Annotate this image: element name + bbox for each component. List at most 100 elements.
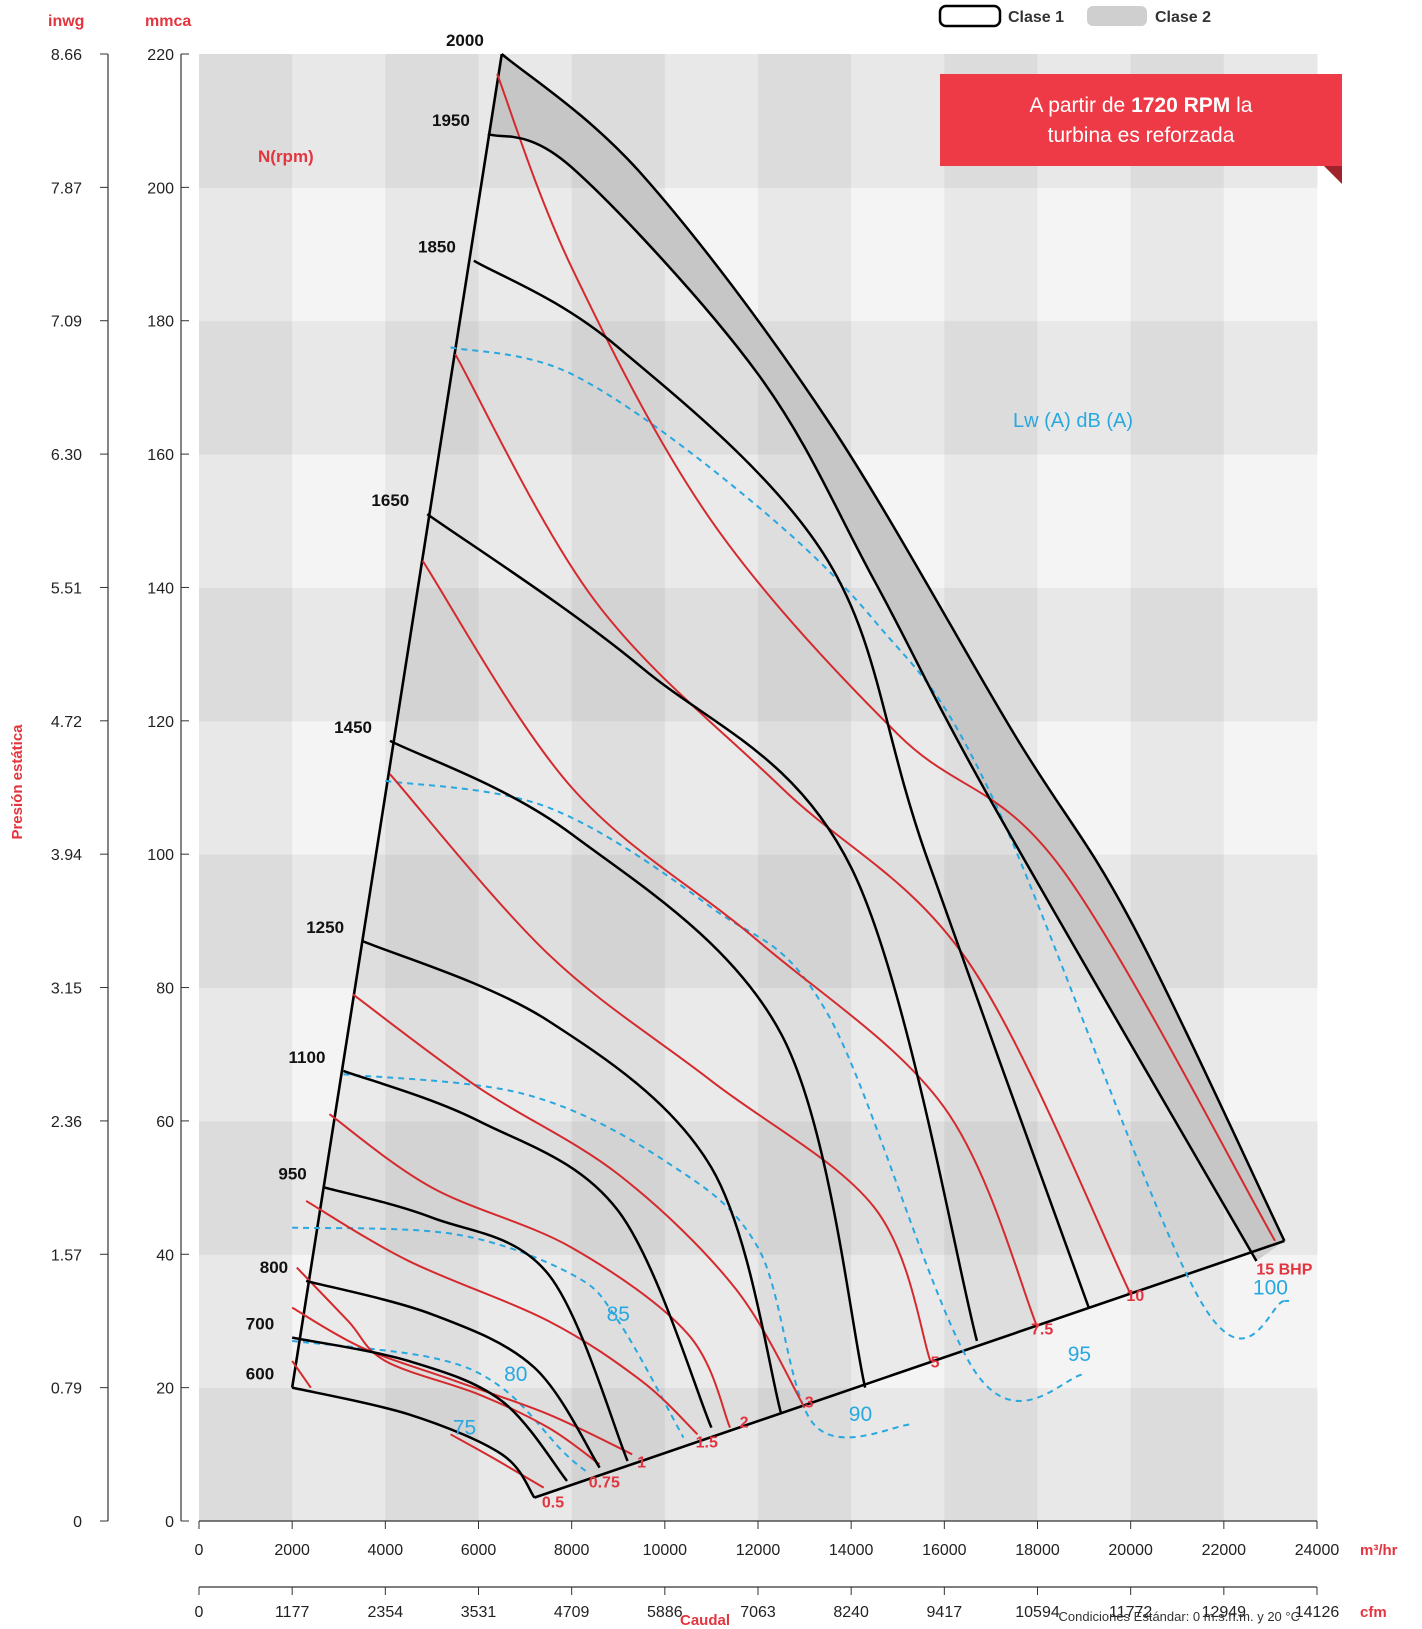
grid-cell: [1037, 1120, 1132, 1255]
grid-cell: [571, 1120, 666, 1255]
x-tick-label-cfm: 4709: [554, 1604, 590, 1621]
grid-cell: [478, 587, 573, 722]
rpm-label-1650: 1650: [371, 491, 409, 510]
grid-cell: [944, 1254, 1038, 1389]
grid-cell: [571, 587, 666, 722]
grid-cell: [664, 587, 759, 722]
power-label-15-bhp: 15 BHP: [1256, 1261, 1312, 1278]
power-label-3: 3: [805, 1395, 814, 1412]
power-curve-15-bhp: [496, 73, 1276, 1242]
grid-cell: [199, 54, 293, 188]
grid-cell: [1223, 187, 1318, 322]
x-tick-label-cfm: 8240: [833, 1604, 869, 1621]
rpm-label: N(rpm): [258, 147, 314, 166]
x-tick-label-cfm: 5886: [647, 1604, 683, 1621]
grid-cell: [199, 1387, 293, 1522]
rpm-label-700: 700: [246, 1315, 274, 1334]
x-tick-label-cfm: 9417: [927, 1604, 963, 1621]
grid-cell: [292, 1120, 386, 1255]
power-curve-2: [328, 1113, 731, 1429]
grid-cell: [851, 187, 945, 322]
envelope-left-edge: [290, 53, 504, 1388]
rpm-label-800: 800: [260, 1258, 288, 1277]
rpm-curve-600: [291, 1386, 536, 1499]
grid-cell: [199, 1120, 293, 1255]
left-unit-label: inwg: [48, 13, 84, 30]
x-axis-title: Caudal: [680, 1612, 730, 1629]
x-tick-label-m3hr: 0: [195, 1542, 204, 1559]
y-tick-label-mmca: 80: [156, 981, 174, 998]
y-tick-label-mmca: 220: [147, 47, 174, 64]
grid-cell: [385, 54, 479, 188]
grid-cell: [199, 854, 293, 989]
x-tick-label-m3hr: 8000: [554, 1542, 590, 1559]
rpm-label-1450: 1450: [334, 718, 372, 737]
power-curve-5: [389, 773, 932, 1362]
rpm-label-2000: 2000: [446, 31, 484, 50]
y-tick-label-mmca: 60: [156, 1114, 174, 1131]
rpm-curve-1100: [342, 1069, 713, 1429]
grid-cell: [758, 187, 852, 322]
y-tick-label-inwg: 7.09: [51, 314, 82, 331]
power-label-5: 5: [931, 1355, 940, 1372]
grid-cell: [292, 54, 386, 188]
grid-cell: [851, 320, 945, 455]
y-tick-label-inwg: 3.15: [51, 981, 82, 998]
noise-curve-95: [450, 346, 1285, 1340]
grid-cell: [664, 854, 759, 989]
grid-cell: [1037, 454, 1132, 588]
y-tick-label-mmca: 40: [156, 1247, 174, 1264]
rpm-curve-800: [305, 1279, 601, 1469]
banner-line1: A partir de 1720 RPM la: [1030, 94, 1253, 117]
reinforced-turbine-banner: A partir de 1720 RPM la turbina es refor…: [940, 74, 1342, 184]
noise-label: Lw (A) dB (A): [1013, 410, 1133, 432]
noise-curve-80: [292, 1226, 685, 1439]
grid-cell: [292, 720, 386, 855]
x-tick-label-cfm: 14126: [1295, 1604, 1340, 1621]
grid-cell: [199, 587, 293, 722]
grid-cell: [851, 1387, 945, 1522]
grid-cell: [851, 854, 945, 989]
grid-cell: [851, 1254, 945, 1389]
grid-cell: [385, 320, 479, 455]
y-tick-label-mmca: 180: [147, 314, 174, 331]
x-tick-label-m3hr: 16000: [922, 1542, 967, 1559]
grid-cell: [385, 1387, 479, 1522]
grid-cell: [664, 1254, 759, 1389]
grid-cell: [571, 454, 666, 588]
grid-cell: [1037, 587, 1132, 722]
grid-cell: [758, 1120, 852, 1255]
x-tick-label-cfm: 2354: [368, 1604, 404, 1621]
grid-cell: [1223, 854, 1318, 989]
y-tick-label-inwg: 2.36: [51, 1114, 82, 1131]
footnote: Condiciones Estándar: 0 m.s.n.m. y 20 °C: [1059, 1609, 1300, 1624]
x-tick-label-cfm: 10594: [1015, 1604, 1060, 1621]
y-tick-label-inwg: 6.30: [51, 447, 82, 464]
grid-cell: [1223, 454, 1318, 588]
grid-cell: [758, 54, 852, 188]
grid-cell: [478, 987, 573, 1122]
y-axis-title: Presión estática: [9, 724, 26, 840]
grid-cell: [385, 454, 479, 588]
x-tick-label-m3hr: 14000: [829, 1542, 874, 1559]
rpm-curve-1250: [361, 939, 783, 1415]
grid-cell: [292, 854, 386, 989]
power-curve-7.5: [421, 560, 1039, 1329]
x-tick-label-m3hr: 2000: [274, 1542, 310, 1559]
power-curve-0.75: [291, 1360, 312, 1389]
power-label-1.5: 1.5: [696, 1435, 718, 1452]
grid-cell: [851, 720, 945, 855]
grid-cell: [478, 854, 573, 989]
grid-cell: [1223, 320, 1318, 455]
x-tick-label-cfm: 12949: [1202, 1604, 1247, 1621]
grid-cell: [199, 1254, 293, 1389]
grid-cell: [758, 987, 852, 1122]
y-tick-label-inwg: 0.79: [51, 1381, 82, 1398]
grid-cell: [292, 1387, 386, 1522]
rpm-curve-1850: [473, 259, 1090, 1309]
y-tick-label-mmca: 100: [147, 847, 174, 864]
y-tick-label-mmca: 20: [156, 1381, 174, 1398]
grid-cell: [292, 320, 386, 455]
grid-cell: [199, 720, 293, 855]
